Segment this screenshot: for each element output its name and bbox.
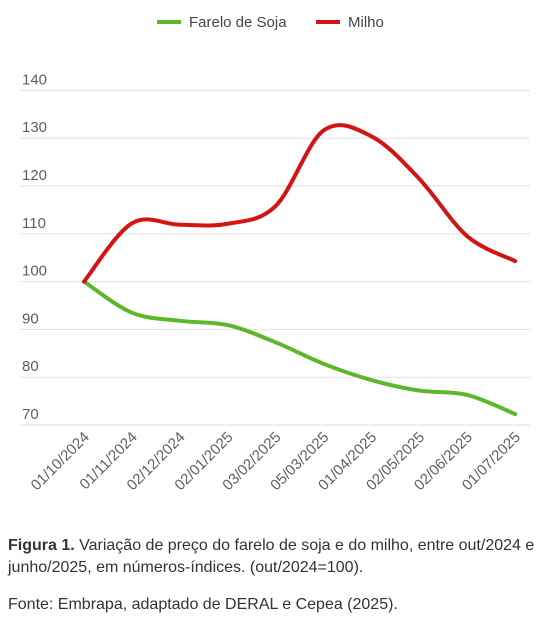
caption-text: Variação de preço do farelo de soja e do… xyxy=(8,537,535,576)
x-axis: 01/10/202401/11/202402/12/202402/01/2025… xyxy=(28,429,524,494)
y-tick-label: 70 xyxy=(22,406,39,423)
y-tick-label: 80 xyxy=(22,358,39,375)
legend-label: Milho xyxy=(348,14,384,31)
y-tick-label: 100 xyxy=(22,263,47,280)
figure-source: Fonte: Embrapa, adaptado de DERAL e Cepe… xyxy=(8,596,398,613)
legend: Farelo de Soja Milho xyxy=(157,14,384,31)
line-chart: Farelo de Soja Milho 70 80 90 100 110 120 130 14… xyxy=(20,14,530,494)
figure-caption: Figura 1. Variação de preço do farelo de… xyxy=(8,535,553,579)
y-tick-label: 90 xyxy=(22,310,39,327)
series-line-milho xyxy=(82,123,518,284)
series-lines xyxy=(82,123,518,417)
y-tick-label: 110 xyxy=(22,215,46,232)
y-axis: 70 80 90 100 110 120 130 140 xyxy=(22,71,47,423)
y-tick-label: 120 xyxy=(22,167,47,184)
series-line-farelo-de-soja xyxy=(82,279,518,417)
grid xyxy=(20,89,530,426)
caption-label: Figura 1. xyxy=(8,537,75,554)
y-tick-label: 130 xyxy=(22,119,47,136)
y-tick-label: 140 xyxy=(22,71,47,88)
legend-label: Farelo de Soja xyxy=(189,14,287,31)
